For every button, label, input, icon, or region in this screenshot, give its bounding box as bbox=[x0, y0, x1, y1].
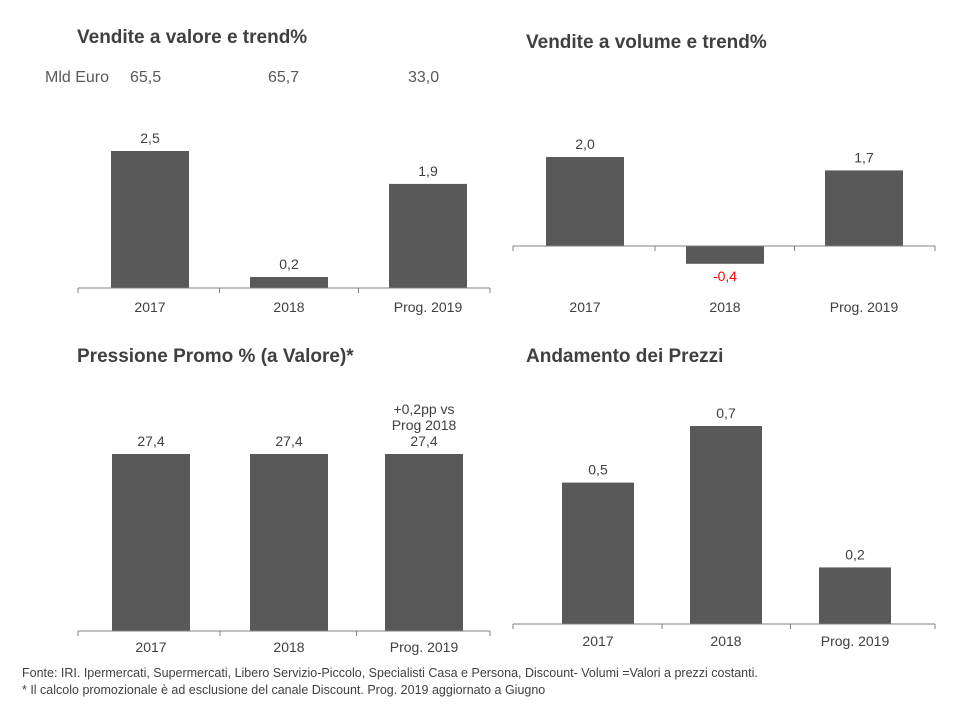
bar-0-1 bbox=[250, 277, 328, 288]
chart-title-andamento-prezzi: Andamento dei Prezzi bbox=[526, 346, 724, 367]
value-label-2-0: 27,4 bbox=[137, 433, 164, 449]
footer-source-note: Fonte: IRI. Ipermercati, Supermercati, L… bbox=[22, 666, 758, 680]
chart-title-pressione-promo: Pressione Promo % (a Valore)* bbox=[77, 346, 354, 367]
annotation-line-2-0: +0,2pp vs bbox=[393, 401, 454, 417]
value-label-0-0: 2,5 bbox=[140, 130, 160, 146]
bar-1-2 bbox=[825, 170, 903, 246]
bar-2-2 bbox=[385, 454, 463, 631]
category-label-1-0: 2017 bbox=[569, 299, 600, 315]
category-label-3-0: 2017 bbox=[582, 633, 613, 649]
footer-promo-note: * Il calcolo promozionale è ad esclusion… bbox=[22, 683, 546, 697]
bar-3-2 bbox=[819, 567, 891, 624]
totals-value-2019: 33,0 bbox=[408, 69, 440, 86]
bar-0-0 bbox=[111, 151, 189, 288]
value-label-1-1: -0,4 bbox=[713, 268, 737, 284]
category-label-0-1: 2018 bbox=[273, 299, 304, 315]
value-label-1-2: 1,7 bbox=[854, 149, 874, 165]
value-label-0-2: 1,9 bbox=[418, 163, 438, 179]
category-label-2-1: 2018 bbox=[273, 639, 304, 655]
chart-title-vendite-volume: Vendite a volume e trend% bbox=[526, 32, 767, 53]
footer-notes: Fonte: IRI. Ipermercati, Supermercati, L… bbox=[22, 665, 758, 699]
category-label-2-2: Prog. 2019 bbox=[390, 639, 459, 655]
bar-2-1 bbox=[250, 454, 328, 631]
category-label-1-1: 2018 bbox=[709, 299, 740, 315]
value-label-2-1: 27,4 bbox=[275, 433, 302, 449]
value-label-3-2: 0,2 bbox=[845, 546, 865, 562]
charts-canvas: 2,5 2017 0,2 2018 1,9 Prog. 2019 2,0 2017 -0,4 20… bbox=[77, 130, 936, 655]
bar-1-1 bbox=[686, 246, 764, 264]
category-label-2-0: 2017 bbox=[135, 639, 166, 655]
bar-3-1 bbox=[690, 426, 762, 624]
totals-value-2017: 65,5 bbox=[130, 69, 162, 86]
value-label-3-1: 0,7 bbox=[716, 405, 736, 421]
category-label-0-2: Prog. 2019 bbox=[394, 299, 463, 315]
annotation-line-2-1: Prog 2018 bbox=[392, 417, 457, 433]
value-label-2-2: 27,4 bbox=[410, 433, 437, 449]
category-label-0-0: 2017 bbox=[134, 299, 165, 315]
totals-unit-label: Mld Euro bbox=[45, 69, 110, 86]
bar-2-0 bbox=[112, 454, 190, 631]
bar-0-2 bbox=[389, 183, 467, 288]
category-label-1-2: Prog. 2019 bbox=[830, 299, 899, 315]
value-label-3-0: 0,5 bbox=[588, 462, 608, 478]
chart-title-vendite-valore: Vendite a valore e trend% bbox=[77, 27, 308, 48]
bar-3-0 bbox=[562, 482, 634, 624]
value-label-1-0: 2,0 bbox=[575, 136, 595, 152]
category-label-3-2: Prog. 2019 bbox=[821, 633, 890, 649]
category-label-3-1: 2018 bbox=[710, 633, 741, 649]
value-label-0-1: 0,2 bbox=[279, 256, 299, 272]
totals-value-2018: 65,7 bbox=[268, 69, 300, 86]
bar-1-0 bbox=[546, 157, 624, 246]
